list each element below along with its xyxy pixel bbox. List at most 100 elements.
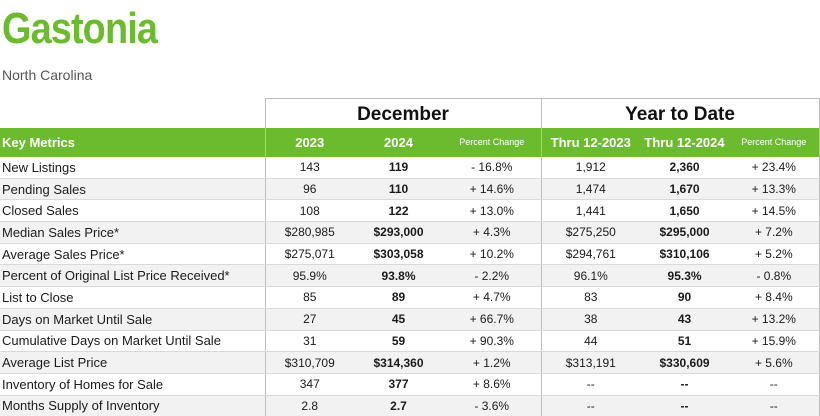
metrics-body: New Listings 143 119- 16.8% 1,912 2,360 + 23.…: [0, 156, 820, 416]
month-curr-value: 59: [354, 330, 443, 353]
month-prev-value: 27: [264, 308, 354, 331]
ytd-prev-value: --: [540, 373, 641, 396]
metric-label: Average Sales Price*: [0, 243, 265, 266]
metric-label: Closed Sales: [0, 199, 265, 223]
key-metrics-table: December Year to Date Key Metrics 2023 2…: [0, 98, 820, 416]
table-row: Months Supply of Inventory 2.8 2.7- 3.6% --…: [0, 395, 820, 416]
month-prev-value: 108: [264, 199, 354, 223]
metric-label: Median Sales Price*: [0, 221, 265, 244]
month-curr-value: $293,000: [354, 221, 443, 244]
month-curr-value: 122: [354, 199, 443, 223]
metric-label: Average List Price: [0, 351, 265, 374]
ytd-curr-value: 90: [640, 286, 730, 309]
month-pct-change: - 3.6%: [443, 395, 542, 416]
ytd-pct-change: + 5.6%: [729, 351, 820, 374]
metric-label: List to Close: [0, 286, 265, 309]
month-curr-value: 45: [354, 308, 443, 331]
ytd-prev-value: 1,441: [540, 199, 641, 223]
column-header-month-prev: 2023: [264, 127, 354, 157]
table-row: New Listings 143 119- 16.8% 1,912 2,360 + 23.…: [0, 156, 820, 179]
ytd-curr-value: 95.3%: [640, 264, 730, 288]
ytd-prev-value: 1,912: [540, 156, 641, 179]
ytd-pct-change: + 8.4%: [729, 286, 820, 309]
month-prev-value: 143: [264, 156, 354, 179]
group-header-row: December Year to Date: [0, 98, 820, 128]
metric-label: Cumulative Days on Market Until Sale: [0, 330, 265, 353]
month-prev-value: $280,985: [264, 221, 354, 244]
ytd-curr-value: 51: [640, 330, 730, 353]
table-row: Average List Price $310,709 $314,360 + 1.2%…: [0, 351, 820, 374]
month-pct-change: + 4.7%: [443, 286, 542, 309]
ytd-pct-change: --: [729, 395, 820, 416]
month-pct-change: + 66.7%: [443, 308, 542, 331]
column-header-ytd-prev: Thru 12-2023: [540, 127, 641, 157]
table-row: Closed Sales 108 122 + 13.0% 1,441 1,650 + 14.…: [0, 199, 820, 223]
table-row: Median Sales Price* $280,985 $293,000 + 4.3…: [0, 221, 820, 244]
ytd-curr-value: $295,000: [640, 221, 730, 244]
month-curr-value: 89: [354, 286, 443, 309]
month-pct-change: + 13.0%: [443, 199, 542, 223]
ytd-prev-value: $275,250: [540, 221, 641, 244]
ytd-curr-value: 43: [640, 308, 730, 331]
ytd-pct-change: - 0.8%: [729, 264, 820, 288]
ytd-curr-value: --: [640, 395, 730, 416]
month-pct-change: - 2.2%: [443, 264, 542, 288]
metric-label: Months Supply of Inventory: [0, 395, 265, 416]
ytd-prev-value: 44: [540, 330, 641, 353]
metric-label: Inventory of Homes for Sale: [0, 373, 265, 396]
column-header-month-pct: Percent Change: [443, 127, 542, 157]
ytd-pct-change: + 13.2%: [729, 308, 820, 331]
page-title: Gastonia: [2, 4, 158, 53]
ytd-curr-value: 1,650: [640, 199, 730, 223]
ytd-prev-value: 38: [540, 308, 641, 331]
month-prev-value: 85: [264, 286, 354, 309]
ytd-pct-change: --: [729, 373, 820, 396]
month-curr-value: 2.7: [354, 395, 443, 416]
month-curr-value: 119: [354, 156, 443, 179]
table-row: Inventory of Homes for Sale 347 377 + 8.6% -…: [0, 373, 820, 396]
ytd-curr-value: $330,609: [640, 351, 730, 374]
month-pct-change: + 14.6%: [443, 178, 542, 201]
table-row: Percent of Original List Price Received*…: [0, 264, 820, 288]
column-header-ytd-curr: Thru 12-2024: [640, 127, 730, 157]
metric-label: Percent of Original List Price Received*: [0, 264, 265, 288]
table-row: Average Sales Price* $275,071 $303,058 + 10…: [0, 243, 820, 266]
column-header-ytd-pct: Percent Change: [729, 127, 820, 157]
ytd-pct-change: + 5.2%: [729, 243, 820, 266]
month-curr-value: 110: [354, 178, 443, 201]
ytd-prev-value: --: [540, 395, 641, 416]
column-header-month-curr: 2024: [354, 127, 443, 157]
month-pct-change: + 1.2%: [443, 351, 542, 374]
page-subtitle: North Carolina: [2, 67, 93, 83]
ytd-prev-value: 83: [540, 286, 641, 309]
month-prev-value: $275,071: [264, 243, 354, 266]
month-pct-change: + 8.6%: [443, 373, 542, 396]
column-header-row: Key Metrics 2023 2024 Percent Change Thr…: [0, 127, 820, 157]
ytd-prev-value: $313,191: [540, 351, 641, 374]
group-header-ytd: Year to Date: [540, 98, 820, 128]
ytd-curr-value: 1,670: [640, 178, 730, 201]
table-row: Pending Sales 96 110 + 14.6% 1,474 1,670 + 13.…: [0, 178, 820, 201]
month-curr-value: $303,058: [354, 243, 443, 266]
group-header-blank: [0, 99, 265, 128]
table-row: Cumulative Days on Market Until Sale 31 59…: [0, 330, 820, 353]
ytd-pct-change: + 13.3%: [729, 178, 820, 201]
month-prev-value: 347: [264, 373, 354, 396]
metric-label: Days on Market Until Sale: [0, 308, 265, 331]
month-curr-value: 377: [354, 373, 443, 396]
metric-label: Pending Sales: [0, 178, 265, 201]
month-pct-change: + 90.3%: [443, 330, 542, 353]
month-prev-value: 95.9%: [264, 264, 354, 288]
month-curr-value: $314,360: [354, 351, 443, 374]
month-pct-change: + 10.2%: [443, 243, 542, 266]
ytd-curr-value: --: [640, 373, 730, 396]
ytd-curr-value: 2,360: [640, 156, 730, 179]
ytd-prev-value: $294,761: [540, 243, 641, 266]
ytd-prev-value: 96.1%: [540, 264, 641, 288]
month-prev-value: $310,709: [264, 351, 354, 374]
month-prev-value: 96: [264, 178, 354, 201]
month-prev-value: 2.8: [264, 395, 354, 416]
table-row: Days on Market Until Sale 27 45 + 66.7% 38 43…: [0, 308, 820, 331]
ytd-pct-change: + 15.9%: [729, 330, 820, 353]
ytd-prev-value: 1,474: [540, 178, 641, 201]
